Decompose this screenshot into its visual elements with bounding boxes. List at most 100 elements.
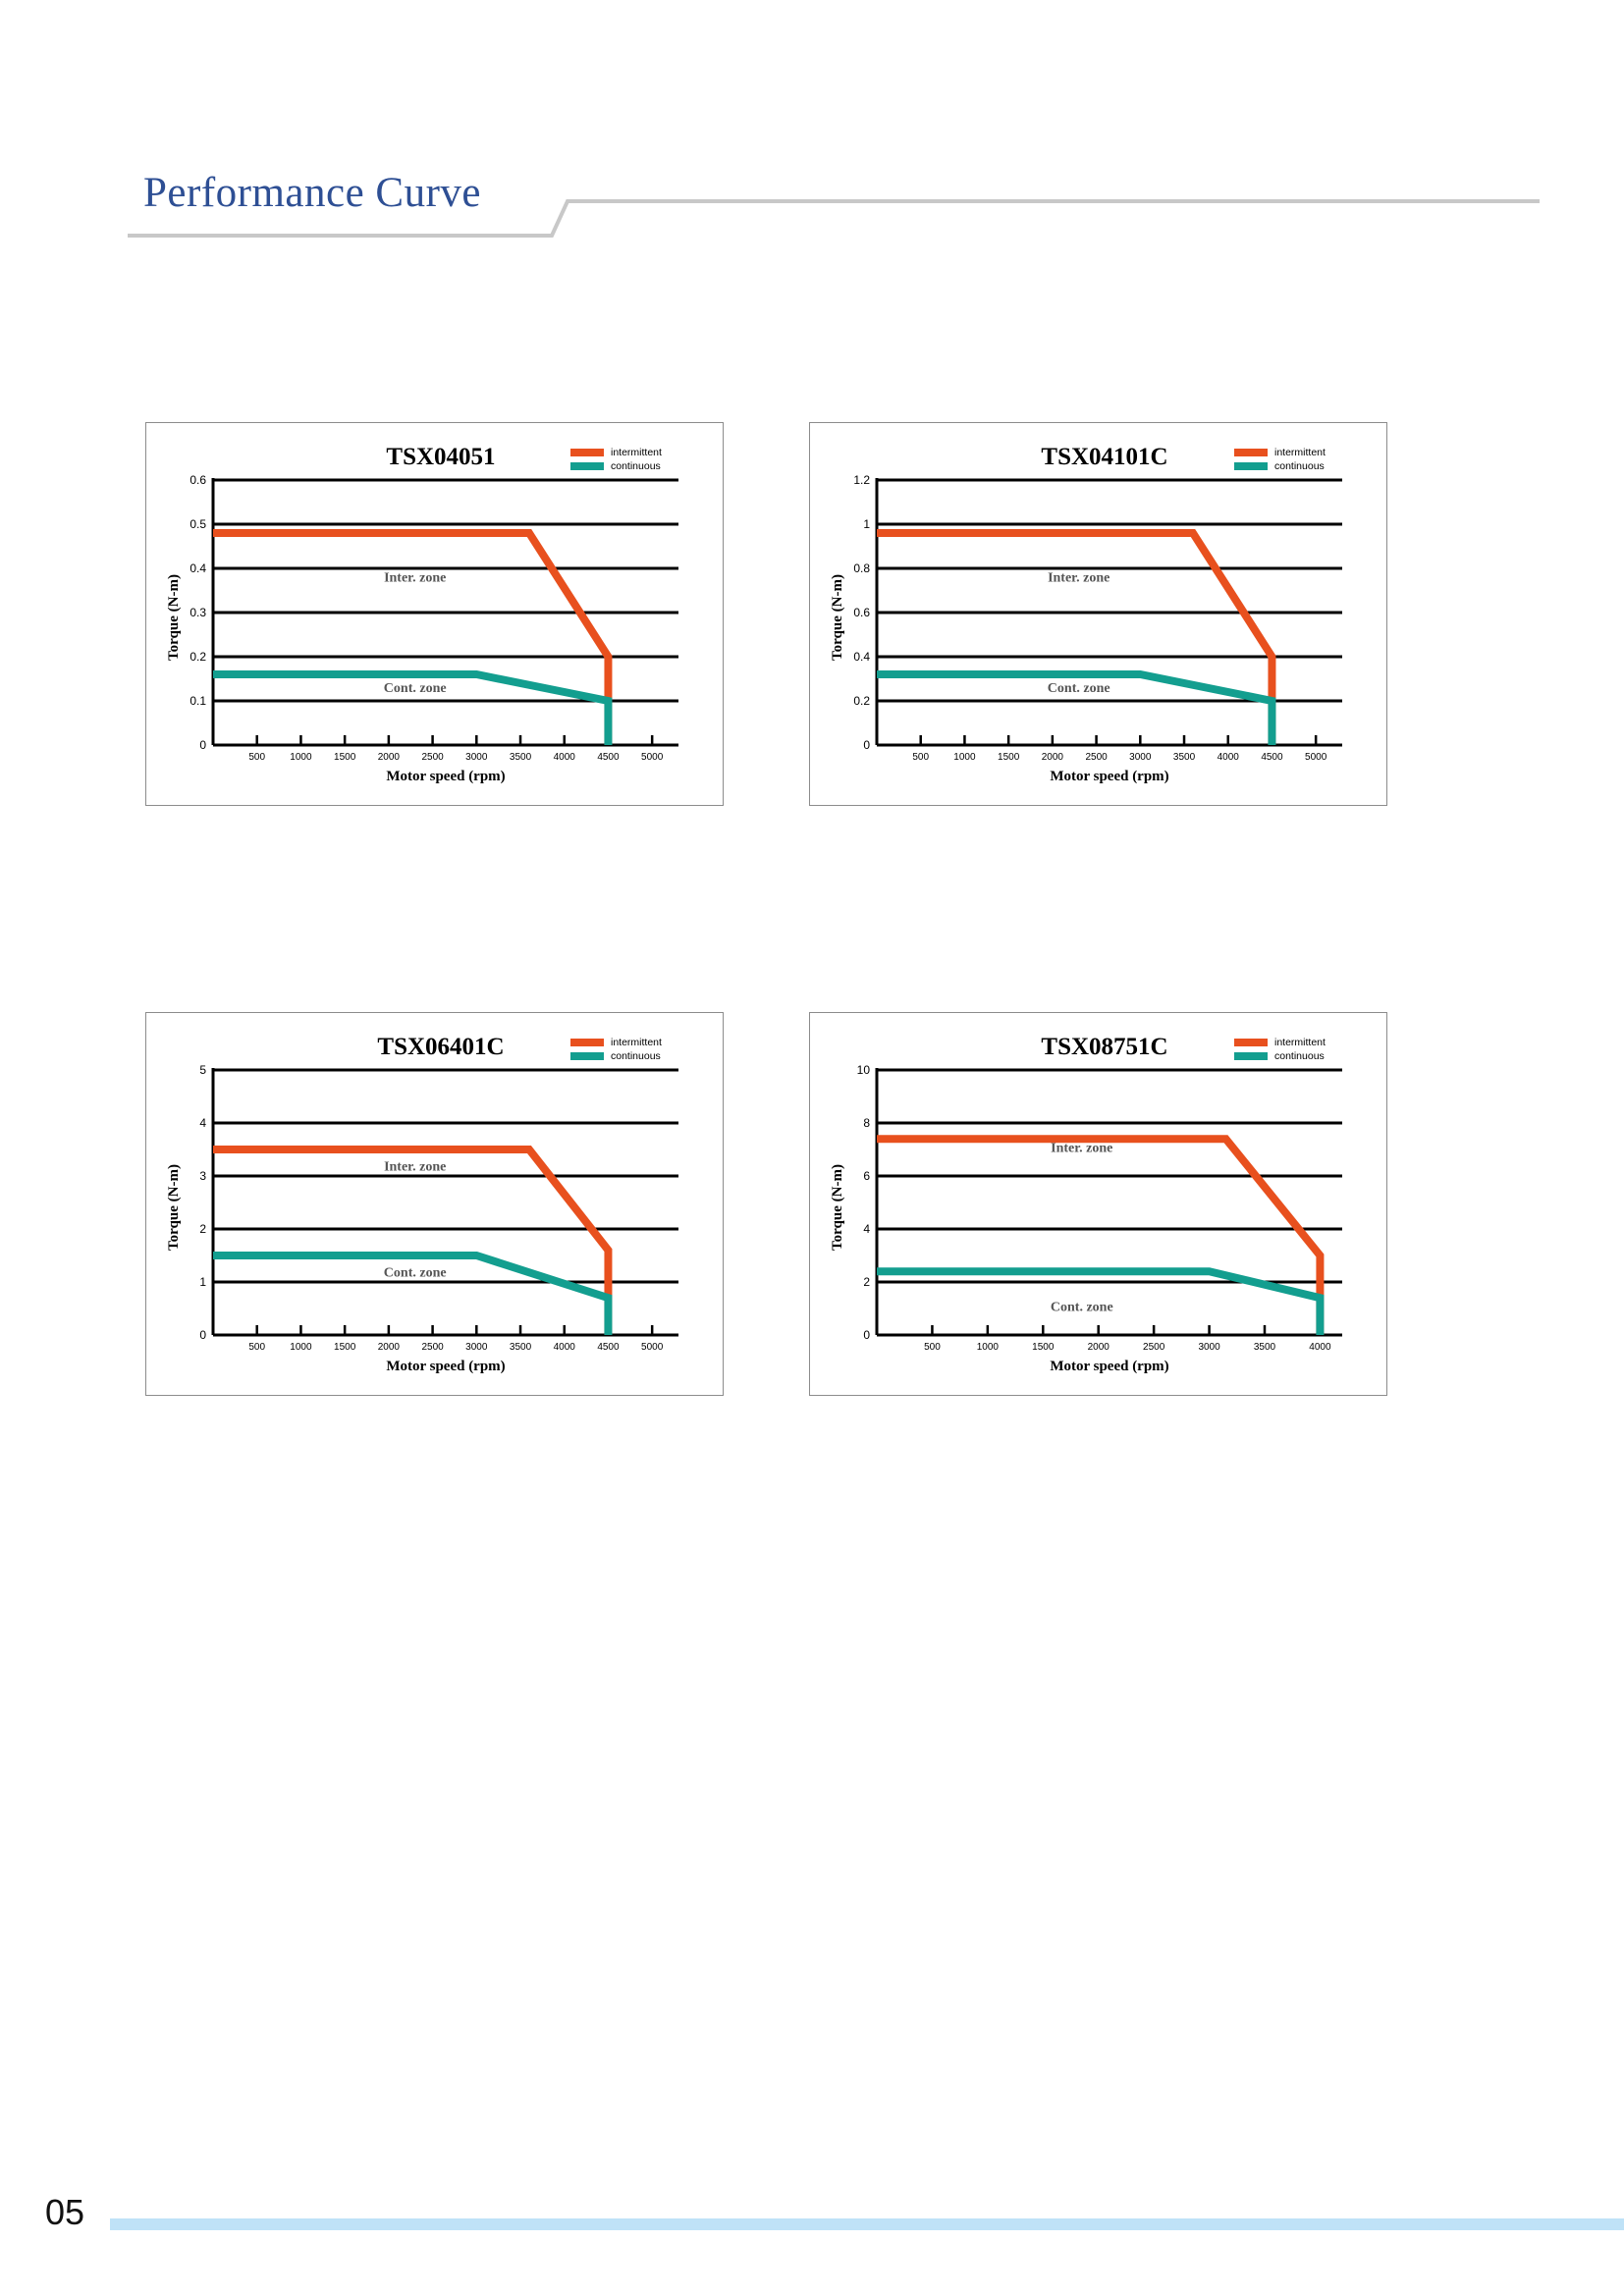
x-tick-label: 3500	[1173, 752, 1196, 763]
chart-svg: TSX08751C intermittent continuous 0 2 4 6 8 10 50…	[830, 1034, 1342, 1374]
y-tick-label: 0.8	[853, 561, 870, 575]
page-number: 05	[45, 2192, 85, 2232]
legend-label-continuous: continuous	[1274, 1050, 1325, 1062]
header-rule	[128, 199, 1540, 238]
legend-label-continuous: continuous	[611, 1050, 661, 1062]
series-line-continuous	[213, 1252, 613, 1335]
x-tick-label: 4500	[597, 1342, 620, 1353]
y-tick-label: 4	[199, 1116, 206, 1130]
x-tick-label: 500	[924, 1342, 941, 1353]
y-tick-label: 0.5	[189, 517, 206, 531]
x-tick-label: 5000	[641, 752, 664, 763]
series-line-intermittent	[213, 1146, 613, 1335]
legend-label-intermittent: intermittent	[611, 447, 662, 458]
series-line-continuous	[877, 670, 1276, 745]
x-tick-label: 3500	[1254, 1342, 1276, 1353]
zone-label-intermittent: Inter. zone	[384, 1160, 446, 1175]
y-tick-label: 3	[199, 1169, 206, 1183]
y-tick-label: 0	[863, 1328, 870, 1342]
x-tick-label: 2000	[1042, 752, 1064, 763]
footer-bar	[110, 2218, 1624, 2230]
x-tick-label: 3000	[465, 1342, 488, 1353]
x-tick-label: 500	[248, 752, 265, 763]
x-tick-label: 3500	[510, 1342, 532, 1353]
x-tick-label: 4000	[554, 752, 576, 763]
x-tick-label: 2000	[378, 752, 401, 763]
legend-swatch-continuous	[570, 462, 604, 470]
x-tick-label: 2000	[1088, 1342, 1110, 1353]
series-line-intermittent	[877, 529, 1276, 745]
x-axis-label: Motor speed (rpm)	[1050, 769, 1168, 784]
y-axis-label: Torque (N-m)	[166, 1164, 182, 1251]
x-tick-label: 500	[912, 752, 929, 763]
y-tick-label: 10	[857, 1063, 871, 1077]
y-tick-label: 0.1	[189, 694, 206, 708]
zone-label-continuous: Cont. zone	[384, 681, 447, 696]
chart-title: TSX08751C	[1041, 1034, 1167, 1060]
legend-swatch-intermittent	[1234, 1039, 1268, 1046]
y-axis-label: Torque (N-m)	[166, 574, 182, 661]
x-tick-label: 3000	[465, 752, 488, 763]
x-tick-label: 1000	[953, 752, 976, 763]
x-tick-label: 5000	[1305, 752, 1327, 763]
x-tick-label: 1500	[334, 752, 356, 763]
x-tick-label: 5000	[641, 1342, 664, 1353]
y-tick-label: 6	[863, 1169, 870, 1183]
page-title: Performance Curve	[143, 170, 481, 216]
y-tick-label: 0.2	[853, 694, 870, 708]
y-tick-label: 2	[863, 1275, 870, 1289]
legend-swatch-intermittent	[1234, 449, 1268, 456]
y-tick-label: 0.4	[189, 561, 206, 575]
legend-swatch-continuous	[1234, 1052, 1268, 1060]
chart-panel-tsx06401c: TSX06401C intermittent continuous 0 1 2 3 4 5 500…	[145, 1012, 724, 1396]
chart-title: TSX06401C	[377, 1034, 504, 1060]
zone-label-continuous: Cont. zone	[384, 1266, 447, 1281]
x-tick-label: 2000	[378, 1342, 401, 1353]
x-tick-label: 2500	[421, 752, 444, 763]
x-tick-label: 4000	[1309, 1342, 1331, 1353]
chart-panel-tsx08751c: TSX08751C intermittent continuous 0 2 4 6 8 10 50…	[809, 1012, 1387, 1396]
x-axis-label: Motor speed (rpm)	[386, 769, 505, 784]
series-line-continuous	[213, 670, 613, 745]
legend-label-intermittent: intermittent	[1274, 1037, 1326, 1048]
x-tick-label: 1000	[290, 752, 312, 763]
zone-label-intermittent: Inter. zone	[1051, 1142, 1112, 1156]
x-tick-label: 2500	[421, 1342, 444, 1353]
y-tick-label: 5	[199, 1063, 206, 1077]
x-tick-label: 4500	[1261, 752, 1283, 763]
x-tick-label: 4000	[1218, 752, 1240, 763]
legend-label-continuous: continuous	[1274, 460, 1325, 472]
x-tick-label: 4500	[597, 752, 620, 763]
x-tick-label: 1500	[1032, 1342, 1055, 1353]
y-tick-label: 0.6	[853, 606, 870, 619]
x-tick-label: 2500	[1085, 752, 1108, 763]
y-tick-label: 0	[199, 738, 206, 752]
legend-swatch-continuous	[570, 1052, 604, 1060]
chart-panel-tsx04051: TSX04051 intermittent continuous 0 0.1 0.2 0.3…	[145, 422, 724, 806]
y-tick-label: 8	[863, 1116, 870, 1130]
y-tick-label: 1	[863, 517, 870, 531]
x-tick-label: 3000	[1129, 752, 1152, 763]
x-axis-label: Motor speed (rpm)	[1050, 1359, 1168, 1374]
x-tick-label: 1000	[290, 1342, 312, 1353]
y-tick-label: 4	[863, 1222, 870, 1236]
series-line-continuous	[877, 1267, 1325, 1335]
zone-label-continuous: Cont. zone	[1051, 1301, 1113, 1315]
series-line-intermittent	[213, 529, 613, 745]
x-tick-label: 3000	[1198, 1342, 1220, 1353]
y-tick-label: 1.2	[853, 473, 870, 487]
legend-label-continuous: continuous	[611, 460, 661, 472]
x-tick-label: 3500	[510, 752, 532, 763]
x-tick-label: 2500	[1143, 1342, 1165, 1353]
y-tick-label: 0.4	[853, 650, 870, 664]
y-axis-label: Torque (N-m)	[830, 1164, 845, 1251]
chart-panel-tsx04101c: TSX04101C intermittent continuous 0 0.2 0.4 0.…	[809, 422, 1387, 806]
x-axis-label: Motor speed (rpm)	[386, 1359, 505, 1374]
chart-svg: TSX06401C intermittent continuous 0 1 2 3 4 5 500…	[166, 1034, 678, 1374]
x-tick-label: 1500	[334, 1342, 356, 1353]
legend-swatch-intermittent	[570, 449, 604, 456]
y-tick-label: 0.2	[189, 650, 206, 664]
zone-label-intermittent: Inter. zone	[384, 571, 446, 586]
chart-title: TSX04101C	[1041, 444, 1167, 470]
y-tick-label: 2	[199, 1222, 206, 1236]
